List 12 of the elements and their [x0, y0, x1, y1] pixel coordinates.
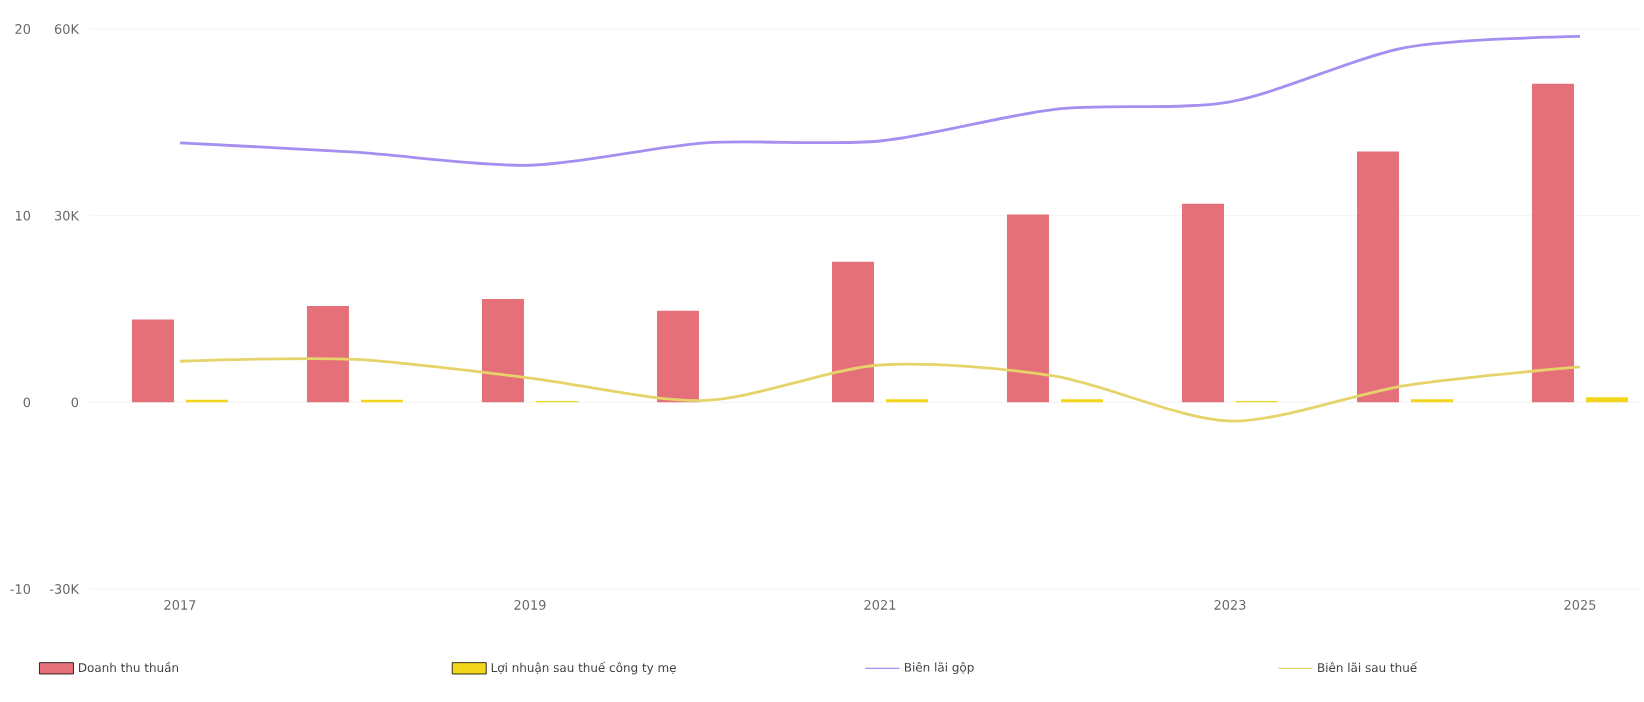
- bar: [481, 299, 524, 403]
- bar: [831, 261, 874, 403]
- bar: [1531, 83, 1574, 403]
- line-series: [178, 357, 1582, 423]
- bar: [1006, 214, 1049, 403]
- line-series: [178, 35, 1582, 167]
- bar: [306, 305, 349, 403]
- bar: [1585, 397, 1628, 403]
- bar: [131, 319, 174, 403]
- bar: [656, 310, 699, 403]
- bar: [1181, 203, 1224, 403]
- bar: [1356, 151, 1399, 403]
